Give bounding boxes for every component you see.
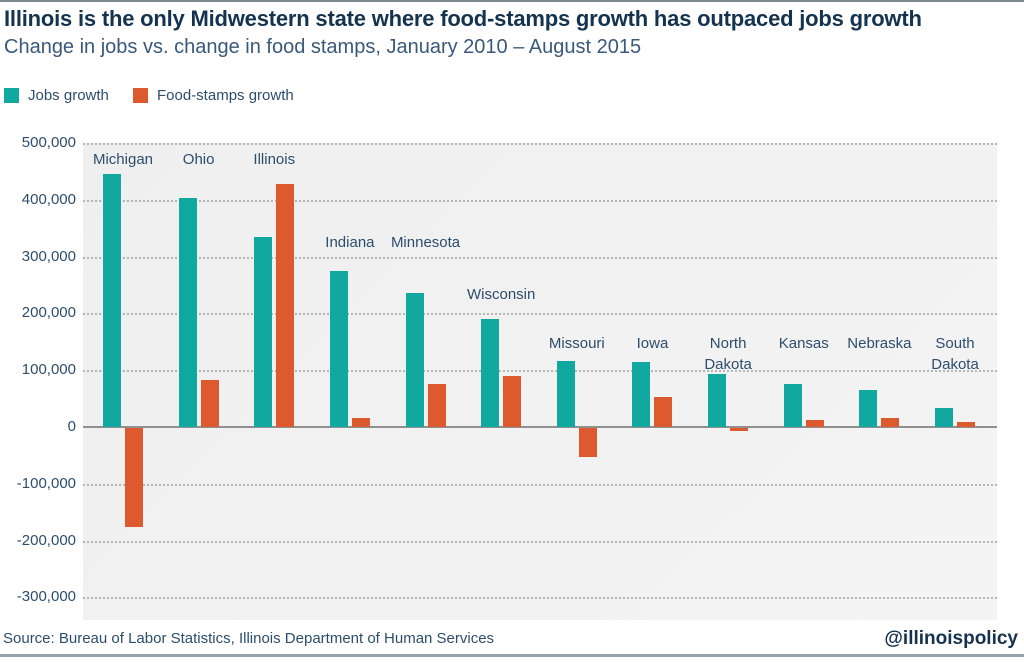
gridline-400000 <box>83 199 997 202</box>
twitter-handle: @illinoispolicy <box>884 628 1018 649</box>
bar-food-stamps-growth-missouri <box>578 428 597 457</box>
y-axis-label-500000: 500,000 <box>21 134 76 151</box>
bar-jobs-growth-minnesota <box>405 292 424 427</box>
bar-food-stamps-growth-iowa <box>654 397 673 427</box>
top-divider <box>0 0 1024 2</box>
state-label-michigan: Michigan <box>92 151 154 168</box>
gridline-100000 <box>83 370 997 373</box>
bar-food-stamps-growth-indiana <box>351 418 370 427</box>
gridline-200000 <box>83 313 997 316</box>
state-label-wisconsin: Wisconsin <box>467 286 536 303</box>
legend-label-food-stamps: Food-stamps growth <box>157 87 294 104</box>
y-axis-label--200000: -200,000 <box>16 531 76 549</box>
state-label-iowa: Iowa <box>636 335 669 352</box>
state-label-minnesota: Minnesota <box>390 234 461 251</box>
bar-food-stamps-growth-south-dakota <box>957 422 976 427</box>
bar-food-stamps-growth-ohio <box>200 379 219 427</box>
source-credit: Source: Bureau of Labor Statistics, Illi… <box>3 630 495 647</box>
bar-jobs-growth-iowa <box>632 362 651 427</box>
y-axis-label-400000: 400,000 <box>21 190 76 208</box>
state-label-south-dakota: South Dakota <box>931 335 979 373</box>
bar-jobs-growth-indiana <box>329 270 348 427</box>
bar-jobs-growth-north-dakota <box>708 374 727 427</box>
state-label-nebraska: Nebraska <box>847 335 912 352</box>
bar-jobs-growth-illinois <box>254 236 273 427</box>
bar-food-stamps-growth-kansas <box>805 420 824 427</box>
bar-jobs-growth-south-dakota <box>935 408 954 427</box>
bottom-divider <box>0 654 1024 657</box>
bar-food-stamps-growth-minnesota <box>427 383 446 427</box>
bar-jobs-growth-ohio <box>178 198 197 427</box>
legend-item-jobs: Jobs growth <box>4 87 109 104</box>
y-axis-label-100000: 100,000 <box>21 361 76 379</box>
bar-jobs-growth-michigan <box>103 174 121 427</box>
state-label-ohio: Ohio <box>182 151 215 168</box>
bar-jobs-growth-kansas <box>783 383 802 427</box>
bar-jobs-growth-wisconsin <box>481 319 500 427</box>
state-label-missouri: Missouri <box>548 335 605 352</box>
y-axis-label-200000: 200,000 <box>21 304 76 322</box>
state-label-north-dakota: North Dakota <box>704 335 752 373</box>
state-label-kansas: Kansas <box>778 335 829 352</box>
y-axis-label--300000: -300,000 <box>16 588 76 606</box>
bar-food-stamps-growth-michigan <box>125 428 143 528</box>
state-label-indiana: Indiana <box>325 234 375 251</box>
gridline-300000 <box>83 256 997 259</box>
bar-food-stamps-growth-nebraska <box>881 417 900 427</box>
food-stamps-growth-swatch-icon <box>133 88 148 103</box>
state-label-illinois: Illinois <box>253 151 296 168</box>
bar-food-stamps-growth-wisconsin <box>503 375 522 427</box>
bar-jobs-growth-nebraska <box>859 390 878 427</box>
page-subtitle: Change in jobs vs. change in food stamps… <box>4 36 642 58</box>
gridline--100000 <box>83 483 997 486</box>
jobs-growth-swatch-icon <box>4 88 19 103</box>
gridline--200000 <box>83 540 997 543</box>
y-axis-label-300000: 300,000 <box>21 247 76 265</box>
bar-food-stamps-growth-illinois <box>276 183 295 427</box>
plot-area-background <box>83 143 997 620</box>
legend-label-jobs: Jobs growth <box>28 87 109 104</box>
bar-food-stamps-growth-north-dakota <box>730 428 749 431</box>
gridline--300000 <box>83 597 997 600</box>
y-axis-label-0: 0 <box>67 418 76 435</box>
bar-jobs-growth-missouri <box>556 360 575 427</box>
y-axis-label--100000: -100,000 <box>16 474 76 492</box>
legend-item-food-stamps: Food-stamps growth <box>133 87 294 104</box>
page-title: Illinois is the only Midwestern state wh… <box>4 6 922 31</box>
gridline-500000 <box>83 143 997 145</box>
zero-axis-line <box>83 426 997 428</box>
